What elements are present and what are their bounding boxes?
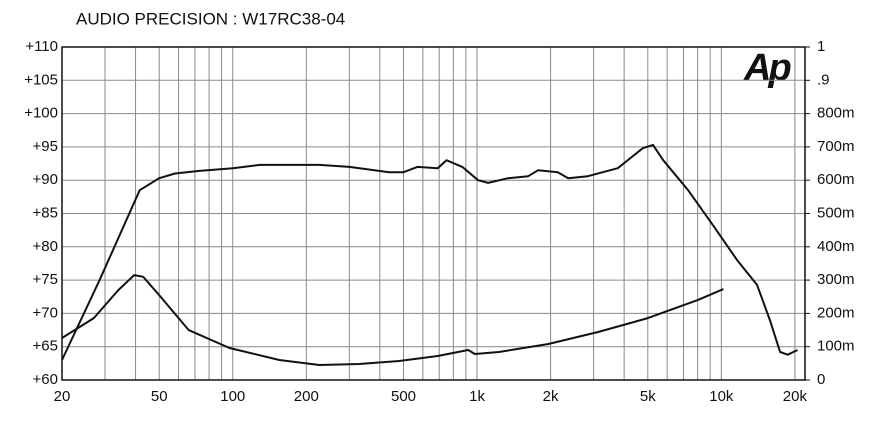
- y2-tick-label: 400m: [817, 238, 855, 255]
- x-tick-label: 100: [220, 388, 245, 405]
- y2-tick-label: 1: [817, 38, 825, 55]
- y-tick-label: +105: [24, 71, 58, 88]
- x-tick-label: 5k: [640, 388, 656, 405]
- y-tick-label: +70: [33, 304, 58, 321]
- y-tick-label: +75: [33, 271, 58, 288]
- y-tick-label: +110: [25, 38, 58, 55]
- y2-tick-label: .9: [817, 71, 830, 88]
- x-tick-label: 1k: [469, 388, 485, 405]
- y2-tick-label: 300m: [817, 271, 855, 288]
- y2-tick-label: 600m: [817, 171, 855, 188]
- x-tick-label: 2k: [543, 388, 559, 405]
- x-tick-label: 10k: [709, 388, 734, 405]
- y-tick-label: +60: [33, 371, 58, 388]
- y2-tick-label: 500m: [817, 204, 855, 221]
- x-tick-label: 500: [391, 388, 416, 405]
- logo: Ap: [743, 47, 790, 89]
- y-tick-label: +65: [33, 338, 58, 355]
- x-tick-label: 50: [151, 388, 168, 405]
- series-line: [61, 274, 724, 366]
- y-tick-label: +100: [24, 105, 58, 122]
- x-tick-label: 200: [294, 388, 319, 405]
- x-tick-label: 20k: [783, 388, 808, 405]
- y-tick-label: +80: [33, 238, 58, 255]
- y2-tick-label: 0: [817, 371, 825, 388]
- y2-tick-label: 100m: [817, 338, 855, 355]
- plot-frame: [61, 46, 806, 381]
- y2-tick-label: 200m: [817, 304, 855, 321]
- chart-title: AUDIO PRECISION : W17RC38-04: [76, 9, 345, 28]
- x-tick-label: 20: [54, 388, 71, 405]
- y2-tick-label: 700m: [817, 138, 855, 155]
- y2-tick-label: 800m: [817, 105, 855, 122]
- y-tick-label: +90: [33, 171, 58, 188]
- y-tick-label: +85: [33, 204, 58, 221]
- y-tick-label: +95: [33, 138, 58, 155]
- series-line: [61, 143, 798, 361]
